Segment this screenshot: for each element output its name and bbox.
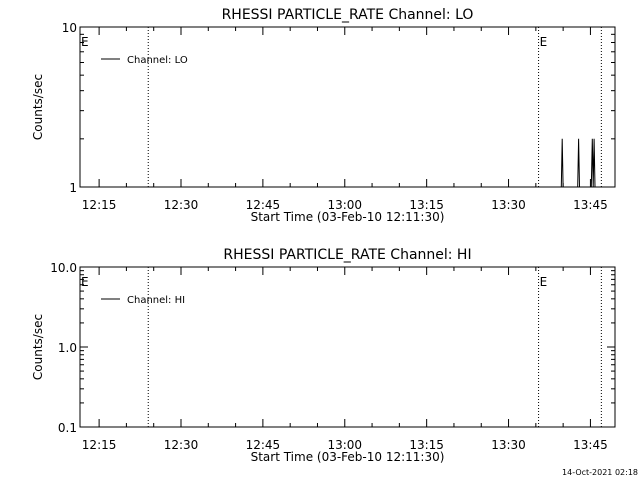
y-tick-label: 10 <box>62 21 77 35</box>
panel-lo: RHESSI PARTICLE_RATE Channel: LO 1 10 Count… <box>31 7 616 224</box>
x-tick-label: 12:30 <box>164 198 199 212</box>
x-tick-label: 13:45 <box>573 438 608 452</box>
chart-title: RHESSI PARTICLE_RATE Channel: HI <box>223 247 471 263</box>
x-tick-label: 13:30 <box>491 438 526 452</box>
y-tick-label: 10.0 <box>50 261 77 275</box>
x-tick-label: 12:30 <box>164 438 199 452</box>
y-tick-label: 1 <box>69 181 77 195</box>
plot-frame <box>79 26 616 188</box>
marker-label: E <box>81 35 89 49</box>
y-axis-label: Counts/sec <box>31 314 45 380</box>
chart-title: RHESSI PARTICLE_RATE Channel: LO <box>222 7 474 23</box>
x-tick-label: 13:15 <box>409 438 444 452</box>
x-tick-label: 13:45 <box>573 198 608 212</box>
plot-frame <box>79 266 616 428</box>
generation-timestamp: 14-Oct-2021 02:18 <box>562 468 638 477</box>
legend-label: Channel: LO <box>127 55 188 66</box>
x-tick-label: 13:30 <box>491 198 526 212</box>
panel-hi: RHESSI PARTICLE_RATE Channel: HI 0.1 1.0 10… <box>31 247 616 464</box>
y-axis-label: Counts/sec <box>31 74 45 140</box>
x-tick-label: 12:15 <box>82 438 117 452</box>
x-tick-label: 13:00 <box>327 198 362 212</box>
marker-label: E <box>540 35 548 49</box>
legend-label: Channel: HI <box>127 295 185 306</box>
x-tick-label: 12:15 <box>82 198 117 212</box>
x-tick-label: 13:00 <box>327 438 362 452</box>
y-tick-label: 1.0 <box>58 341 77 355</box>
x-tick-label: 12:45 <box>246 198 281 212</box>
series-line <box>560 138 596 188</box>
y-tick-label: 0.1 <box>58 421 77 435</box>
x-axis-label: Start Time (03-Feb-10 12:11:30) <box>251 210 445 224</box>
marker-label: E <box>81 275 89 289</box>
x-tick-label: 12:45 <box>246 438 281 452</box>
x-tick-label: 13:15 <box>409 198 444 212</box>
marker-label: E <box>540 275 548 289</box>
x-axis-label: Start Time (03-Feb-10 12:11:30) <box>251 450 445 464</box>
